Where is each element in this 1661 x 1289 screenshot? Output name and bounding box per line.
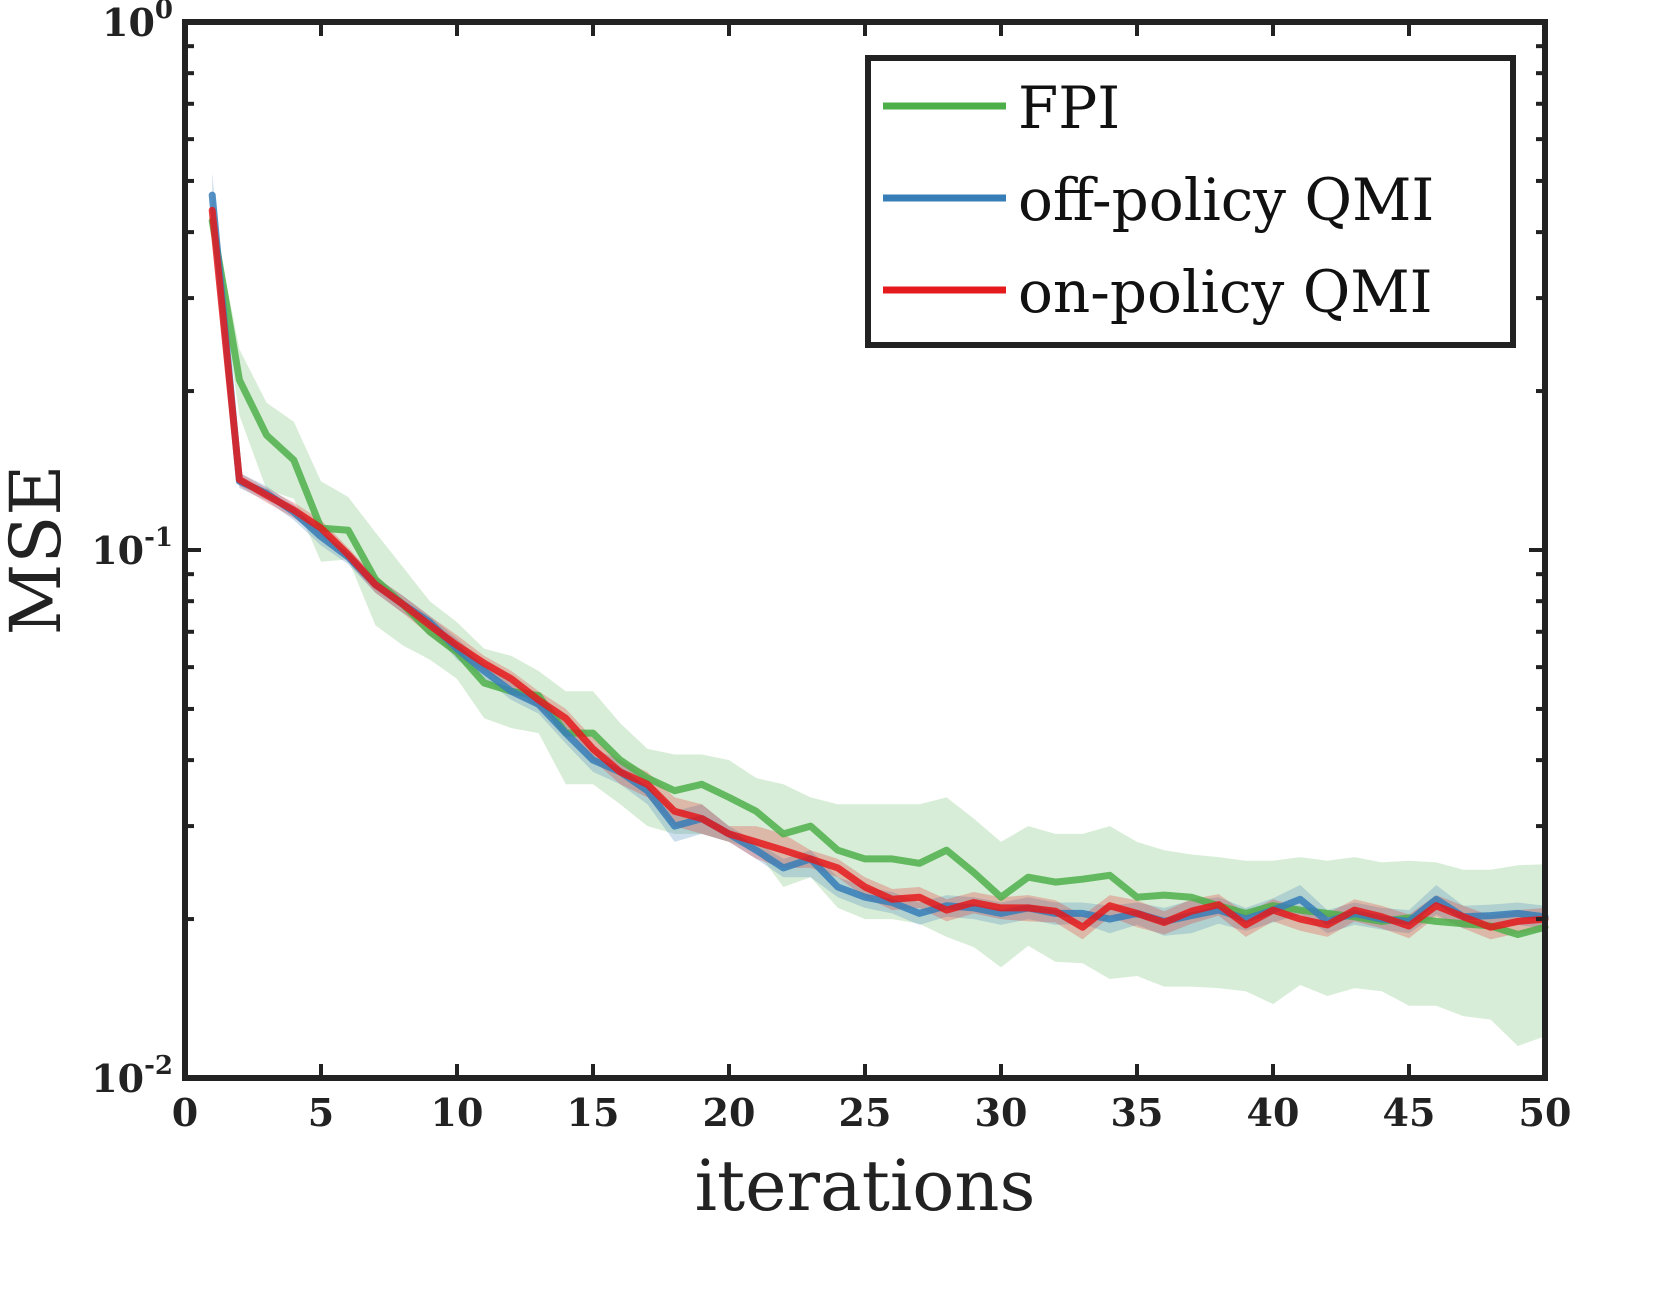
x-tick-label: 45 (1383, 1090, 1436, 1135)
series-line-on-policy-qmi (208, 206, 1549, 931)
legend-label-on-policy-qmi: on-policy QMI (1018, 258, 1433, 326)
x-tick-label: 0 (172, 1090, 198, 1135)
x-tick-label: 25 (839, 1090, 892, 1135)
x-tick-label: 20 (703, 1090, 756, 1135)
legend-label-fpi: FPI (1018, 74, 1120, 142)
axis-ticks (183, 20, 1547, 1080)
x-tick-label: 40 (1247, 1090, 1300, 1135)
x-tick-label: 15 (567, 1090, 620, 1135)
confidence-bands (212, 172, 1546, 1047)
y-tick-label: 10-2 (91, 1051, 173, 1101)
x-tick-label: 30 (975, 1090, 1028, 1135)
legend: FPI off-policy QMI on-policy QMI (865, 55, 1516, 348)
x-tick-label: 10 (431, 1090, 484, 1135)
series-line-fpi (208, 217, 1549, 938)
series-lines (208, 191, 1549, 938)
y-tick-label: 100 (102, 0, 173, 45)
legend-label-off-policy-qmi: off-policy QMI (1018, 166, 1434, 234)
x-tick-label: 50 (1519, 1090, 1572, 1135)
band-fpi (212, 210, 1546, 1047)
x-tick-label: 5 (308, 1090, 334, 1135)
x-tick-labels: 0 5 10 15 20 25 30 35 40 45 50 (172, 1090, 1572, 1135)
x-tick-label: 35 (1111, 1090, 1164, 1135)
y-tick-label: 10-1 (91, 523, 173, 573)
y-tick-labels: 100 10-1 10-2 (91, 0, 173, 1101)
y-axis-label: MSE (0, 465, 77, 636)
x-axis-label: iterations (695, 1145, 1036, 1227)
